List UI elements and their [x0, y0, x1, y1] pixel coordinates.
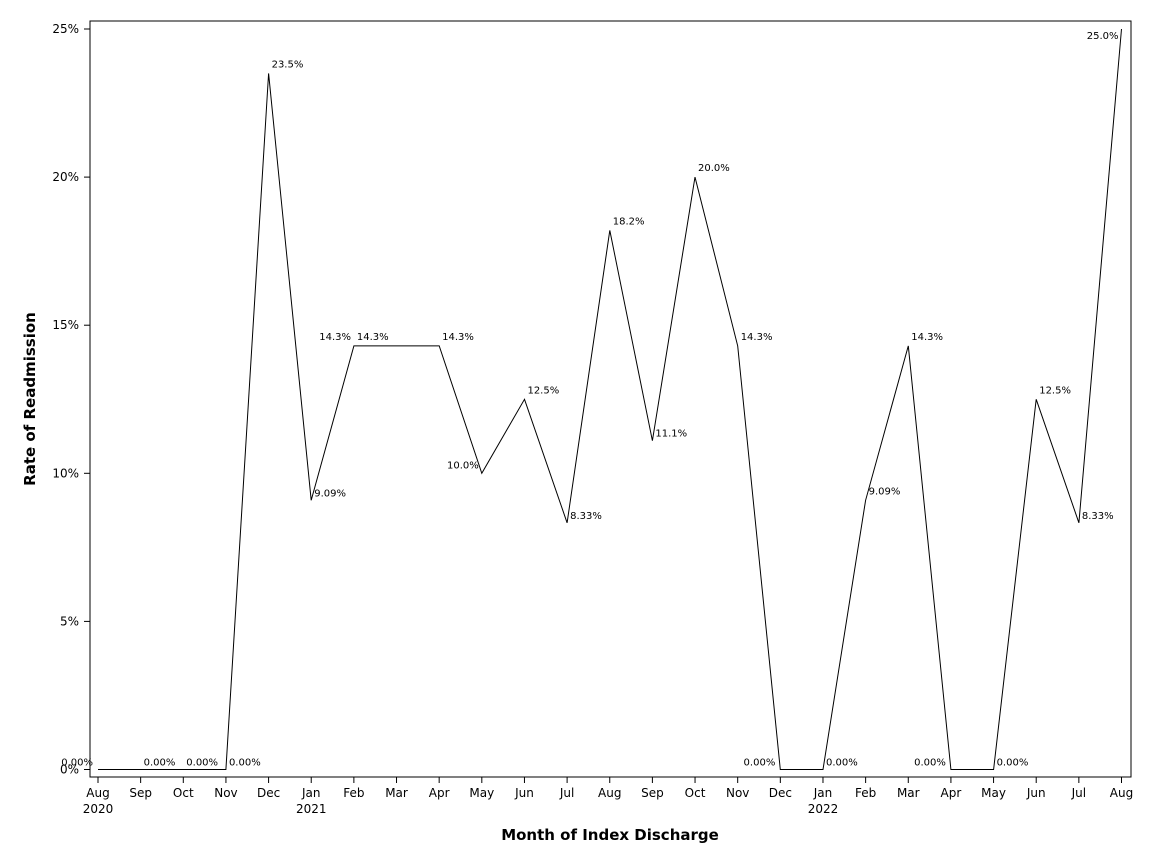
data-label: 23.5% [272, 59, 304, 70]
data-label: 14.3% [741, 332, 773, 343]
y-tick-label: 0% [60, 763, 79, 777]
data-label: 0.00% [186, 758, 218, 769]
data-label: 12.5% [1039, 385, 1071, 396]
y-tick-label: 15% [52, 318, 79, 332]
data-label: 0.00% [826, 758, 858, 769]
data-label: 0.00% [744, 758, 776, 769]
data-label: 0.00% [144, 758, 176, 769]
plot-frame [89, 20, 1132, 778]
x-tick-label: Mar [897, 786, 920, 800]
x-tick-label: Jan [301, 786, 321, 800]
x-tick-label: Dec [257, 786, 280, 800]
y-tick-label: 10% [52, 466, 79, 480]
data-label: 11.1% [655, 429, 687, 440]
x-tick-label: Dec [769, 786, 792, 800]
y-tick-label: 5% [60, 614, 79, 628]
data-label: 9.09% [314, 488, 346, 499]
y-tick-label: 20% [52, 170, 79, 184]
data-label: 10.0% [447, 460, 479, 471]
x-axis-title: Month of Index Discharge [501, 826, 719, 844]
x-tick-label: Aug [1110, 786, 1133, 800]
y-tick-label: 25% [52, 22, 79, 36]
x-tick-label: Apr [429, 786, 450, 800]
data-label: 18.2% [613, 216, 645, 227]
x-tick-label: Nov [214, 786, 237, 800]
y-axis-title: Rate of Readmission [21, 312, 39, 486]
data-label: 20.0% [698, 163, 730, 174]
data-label: 0.00% [229, 758, 261, 769]
x-tick-label: Aug [86, 786, 109, 800]
data-label: 14.3% [357, 332, 389, 343]
x-axis: Aug Sep Oct Nov Dec Jan Feb Mar Apr May Jun Jul Aug S… [83, 777, 1133, 816]
data-labels: 0.00% 0.00% 0.00% 0.00% 23.5% 9.09% 14.3% 14.3%… [61, 31, 1118, 769]
x-tick-label: Sep [641, 786, 664, 800]
annotation-label: 14.3% [319, 332, 351, 343]
series-line [98, 28, 1122, 770]
data-label: 0.00% [61, 758, 93, 769]
x-tick-label: Jul [559, 786, 574, 800]
x-tick-label: May [469, 786, 494, 800]
x-year-label: 2022 [808, 802, 839, 816]
x-tick-label: Nov [726, 786, 749, 800]
x-year-label: 2020 [83, 802, 114, 816]
x-tick-label: Sep [129, 786, 152, 800]
data-label: 0.00% [914, 758, 946, 769]
data-label: 9.09% [869, 486, 901, 497]
data-label: 14.3% [911, 332, 943, 343]
x-tick-label: May [981, 786, 1006, 800]
y-axis: 0% 5% 10% 15% 20% 25% [52, 22, 90, 777]
data-label: 14.3% [442, 332, 474, 343]
data-label: 0.00% [997, 758, 1029, 769]
x-tick-label: Feb [343, 786, 364, 800]
x-tick-label: Jun [514, 786, 534, 800]
x-tick-label: Jan [813, 786, 833, 800]
x-tick-label: Oct [685, 786, 706, 800]
series-layer [98, 28, 1122, 770]
data-label: 8.33% [1082, 511, 1114, 522]
data-label: 8.33% [570, 511, 602, 522]
x-tick-label: Oct [173, 786, 194, 800]
x-tick-label: Feb [855, 786, 876, 800]
x-tick-label: Mar [385, 786, 408, 800]
data-label: 25.0% [1087, 31, 1119, 42]
x-tick-label: Jul [1071, 786, 1086, 800]
x-tick-label: Aug [598, 786, 621, 800]
data-label: 12.5% [527, 385, 559, 396]
x-tick-label: Apr [941, 786, 962, 800]
x-year-label: 2021 [296, 802, 327, 816]
x-tick-label: Jun [1026, 786, 1046, 800]
